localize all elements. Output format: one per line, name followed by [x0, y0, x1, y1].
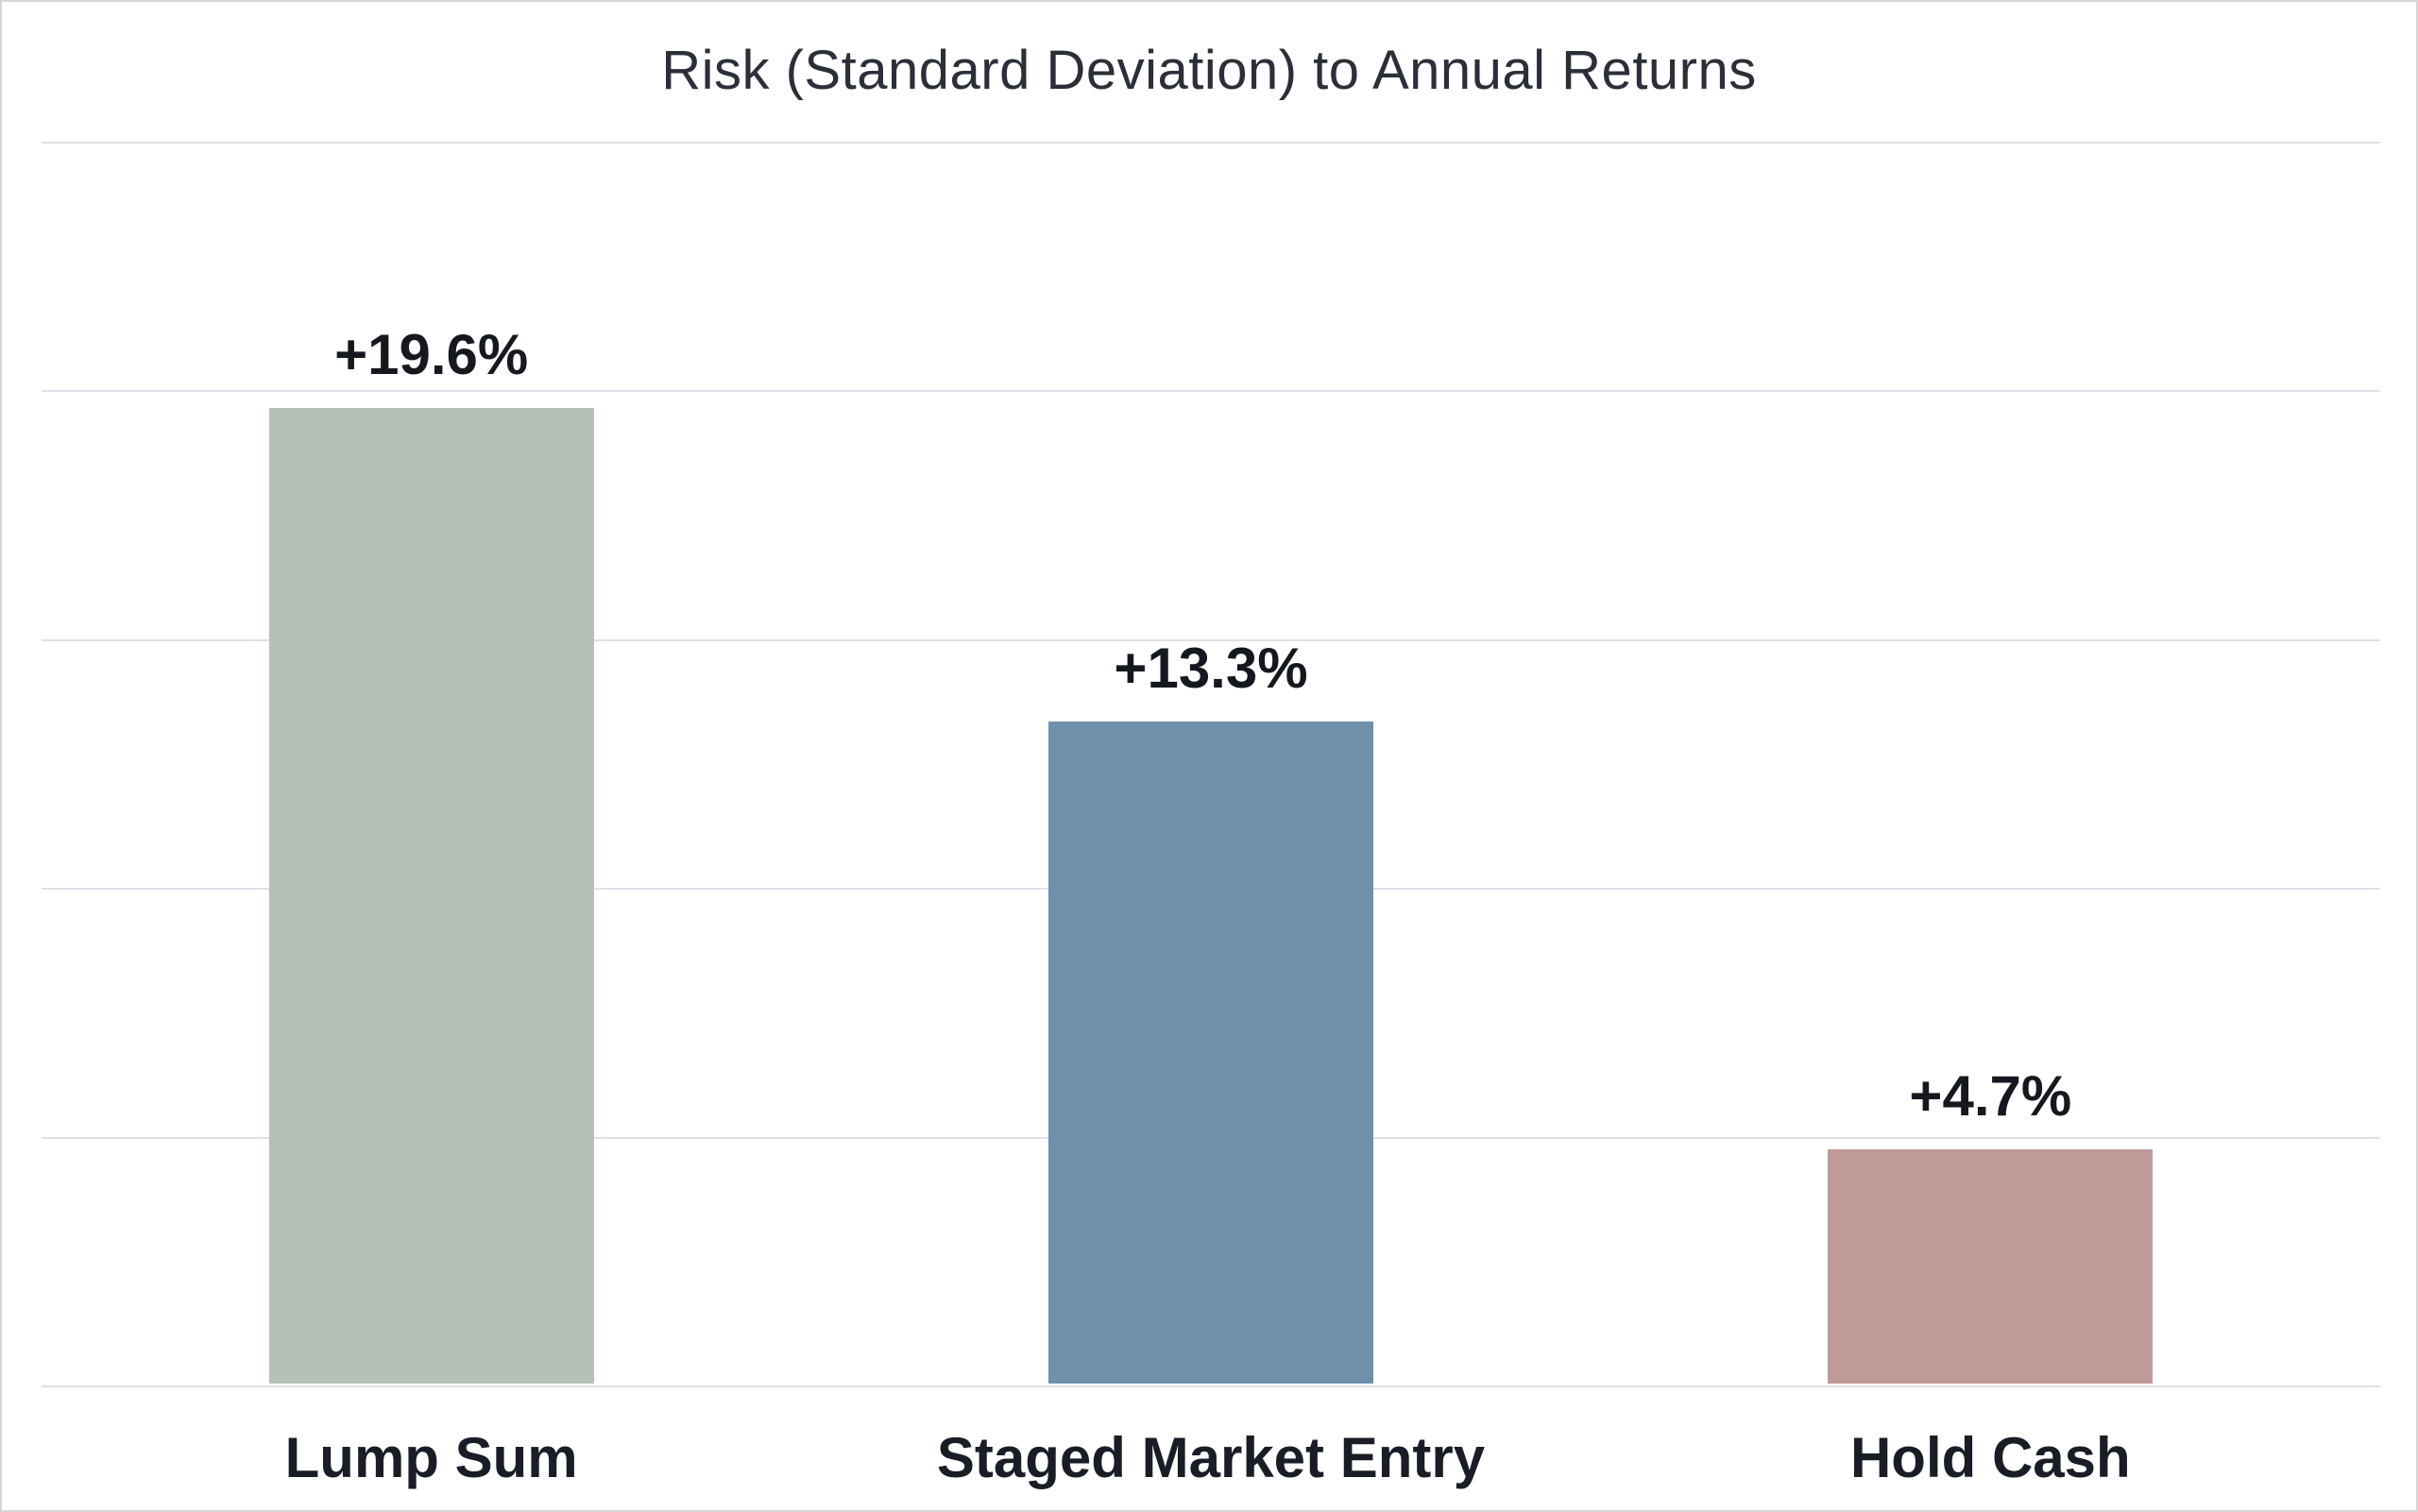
bars-container: +19.6% +13.3% +4.7% — [42, 143, 2380, 1386]
bar-column-lump-sum: +19.6% — [42, 143, 821, 1386]
gridline — [42, 142, 2380, 144]
gridline — [42, 1385, 2380, 1387]
category-label-hold-cash: Hold Cash — [1849, 1426, 2131, 1489]
category-label-lump-sum: Lump Sum — [284, 1426, 578, 1489]
category-label-staged-market-entry: Staged Market Entry — [936, 1426, 1486, 1489]
gridline — [42, 638, 2380, 641]
value-label-lump-sum: +19.6% — [334, 323, 529, 387]
bar-hold-cash — [1828, 1149, 2154, 1384]
plot-area: +19.6% +13.3% +4.7% — [42, 142, 2380, 1387]
bar-column-staged-market-entry: +13.3% — [821, 143, 1600, 1386]
value-label-staged-market-entry: +13.3% — [1114, 637, 1308, 701]
chart-title: Risk (Standard Deviation) to Annual Retu… — [661, 40, 1757, 101]
gridline — [42, 390, 2380, 393]
bar-staged-market-entry — [1047, 722, 1373, 1384]
bar-lump-sum — [268, 408, 594, 1384]
category-labels: Lump Sum Staged Market Entry Hold Cash — [42, 1424, 2380, 1492]
value-label-hold-cash: +4.7% — [1909, 1064, 2072, 1129]
bar-column-hold-cash: +4.7% — [1601, 143, 2380, 1386]
